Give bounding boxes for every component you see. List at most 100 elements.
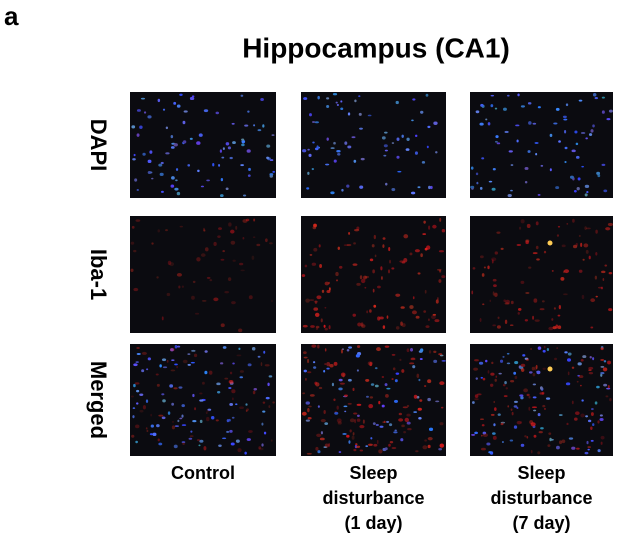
microglia-dot	[539, 308, 545, 311]
microglia-dot	[309, 253, 313, 256]
micrograph	[470, 216, 614, 333]
microglia-dot	[503, 299, 506, 303]
nucleus-dot	[571, 149, 576, 153]
microglia-dot	[307, 358, 310, 364]
nucleus-dot	[584, 193, 588, 197]
nucleus-dot	[348, 346, 353, 349]
nucleus-dot	[222, 147, 225, 150]
column-label: (7 day)	[512, 513, 570, 533]
nucleus-dot	[136, 133, 140, 137]
microglia-dot	[380, 276, 383, 280]
microglia-dot	[578, 269, 583, 273]
nucleus-dot	[396, 137, 400, 141]
microglia-dot	[528, 266, 532, 269]
microglia-dot	[557, 225, 561, 228]
microglia-dot	[357, 322, 362, 327]
nucleus-dot	[519, 394, 524, 397]
microglia-dot	[305, 298, 310, 303]
nucleus-dot	[504, 130, 509, 134]
panel-label: a	[4, 1, 19, 31]
microglia-dot	[368, 403, 374, 409]
microglia-dot	[602, 367, 608, 372]
nucleus-dot	[334, 411, 339, 415]
microglia-dot	[376, 439, 379, 445]
microglia-dot	[585, 249, 589, 254]
microglia-dot	[575, 242, 578, 247]
microglia-dot	[265, 238, 268, 243]
nucleus-dot	[306, 187, 310, 190]
microglia-dot	[543, 250, 547, 254]
nucleus-dot	[135, 361, 139, 364]
microglia-dot	[363, 275, 367, 280]
nucleus-dot	[384, 149, 388, 152]
nucleus-dot	[474, 431, 478, 435]
nucleus-dot	[241, 138, 245, 141]
microglia-dot	[548, 432, 552, 435]
microglia-dot	[218, 227, 222, 230]
microglia-dot	[607, 360, 611, 365]
nucleus-dot	[158, 163, 163, 167]
nucleus-dot	[189, 137, 193, 140]
nucleus-dot	[136, 189, 139, 191]
nucleus-dot	[262, 410, 266, 413]
nucleus-dot	[379, 425, 384, 428]
nucleus-dot	[520, 396, 524, 400]
nucleus-dot	[142, 152, 146, 156]
nucleus-dot	[413, 411, 418, 414]
nucleus-dot	[558, 414, 563, 416]
micrograph-background	[301, 216, 446, 333]
microglia-dot	[355, 443, 358, 445]
nucleus-dot	[599, 418, 604, 421]
nucleus-dot	[497, 413, 501, 416]
microglia-dot	[501, 421, 505, 424]
nucleus-dot	[433, 121, 438, 126]
microglia-dot	[389, 259, 392, 264]
nucleus-dot	[141, 369, 145, 373]
microglia-dot	[580, 358, 584, 362]
microglia-dot	[407, 428, 412, 431]
nucleus-dot	[263, 431, 267, 435]
nucleus-dot	[332, 93, 338, 96]
microglia-dot	[504, 319, 508, 325]
nucleus-dot	[247, 174, 251, 177]
nucleus-dot	[189, 96, 195, 101]
nucleus-dot	[367, 114, 372, 117]
nucleus-dot	[342, 433, 347, 435]
nucleus-dot	[587, 419, 592, 423]
microglia-dot	[231, 397, 234, 401]
microglia-dot	[409, 252, 413, 256]
microglia-dot	[230, 240, 236, 245]
microglia-dot	[189, 435, 194, 437]
nucleus-dot	[516, 407, 519, 409]
microglia-dot	[416, 373, 420, 378]
microglia-dot	[224, 290, 230, 294]
nucleus-dot	[182, 140, 187, 144]
microglia-dot	[351, 435, 355, 440]
microglia-dot	[428, 350, 432, 354]
nucleus-dot	[338, 451, 342, 453]
microglia-dot	[401, 369, 405, 373]
microglia-dot	[480, 447, 486, 451]
column-label: disturbance	[322, 488, 424, 508]
nucleus-dot	[226, 430, 230, 433]
microglia-dot	[356, 345, 361, 348]
microglia-dot	[528, 406, 531, 411]
nucleus-dot	[356, 414, 360, 418]
nucleus-dot	[558, 140, 561, 143]
nucleus-dot	[600, 372, 605, 375]
nucleus-dot	[338, 387, 343, 391]
microglia-dot	[271, 299, 273, 303]
nucleus-dot	[229, 429, 233, 433]
microglia-dot	[490, 383, 494, 387]
nucleus-dot	[385, 182, 388, 186]
nucleus-dot	[198, 133, 203, 137]
nucleus-dot	[418, 417, 422, 420]
nucleus-dot	[410, 191, 416, 195]
microglia-dot	[574, 411, 580, 416]
microglia-dot	[582, 258, 585, 261]
microglia-dot	[311, 344, 317, 348]
nucleus-dot	[365, 395, 369, 398]
nucleus-dot	[592, 423, 595, 427]
microglia-dot	[373, 304, 377, 308]
microglia-dot	[526, 393, 530, 397]
